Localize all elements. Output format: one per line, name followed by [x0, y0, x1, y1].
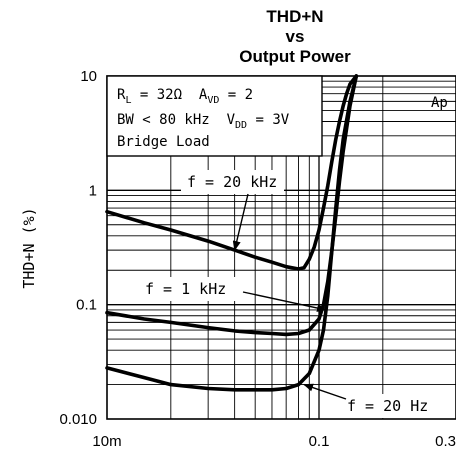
chart-title-line-3: Output Power	[239, 47, 351, 66]
annotation-layer: f = 20 kHz f = 1 kHz f = 20 Hz	[141, 170, 445, 418]
chart-title-line-1: THD+N	[266, 7, 323, 26]
y-axis-label: THD+N (%)	[20, 207, 38, 288]
cond-vdd-subscript: DD	[235, 120, 247, 131]
chart-title-line-2: vs	[286, 27, 305, 46]
y-tick-label: 1	[89, 182, 97, 199]
annotation-20hz-arrow	[304, 385, 346, 399]
cond-avd-value: = 2	[219, 87, 253, 103]
x-tick-label: 0.3	[435, 433, 456, 450]
x-tick-label: 10m	[92, 433, 121, 450]
annotation-20khz-arrow	[235, 194, 248, 250]
x-tick-label: 0.1	[309, 433, 330, 450]
y-tick-label: 10	[80, 68, 97, 85]
cond-vdd-value: = 3V	[247, 112, 290, 128]
cond-avd-subscript: VD	[207, 95, 219, 106]
cond-bw-text: BW < 80 kHz V	[117, 112, 236, 128]
watermark-text: Ap	[431, 95, 448, 111]
annotation-20hz-label: f = 20 Hz	[347, 397, 428, 415]
conditions-box: RL = 32Ω AVD = 2 BW < 80 kHz VDD = 3V Br…	[107, 76, 322, 156]
y-tick-label: 0.010	[59, 411, 97, 428]
conditions-line-3: Bridge Load	[117, 134, 210, 150]
annotation-20khz-label: f = 20 kHz	[187, 173, 277, 191]
cond-rl-value: = 32Ω A	[131, 87, 207, 103]
annotation-1khz-label: f = 1 kHz	[145, 280, 226, 298]
y-tick-label: 0.1	[76, 297, 97, 314]
